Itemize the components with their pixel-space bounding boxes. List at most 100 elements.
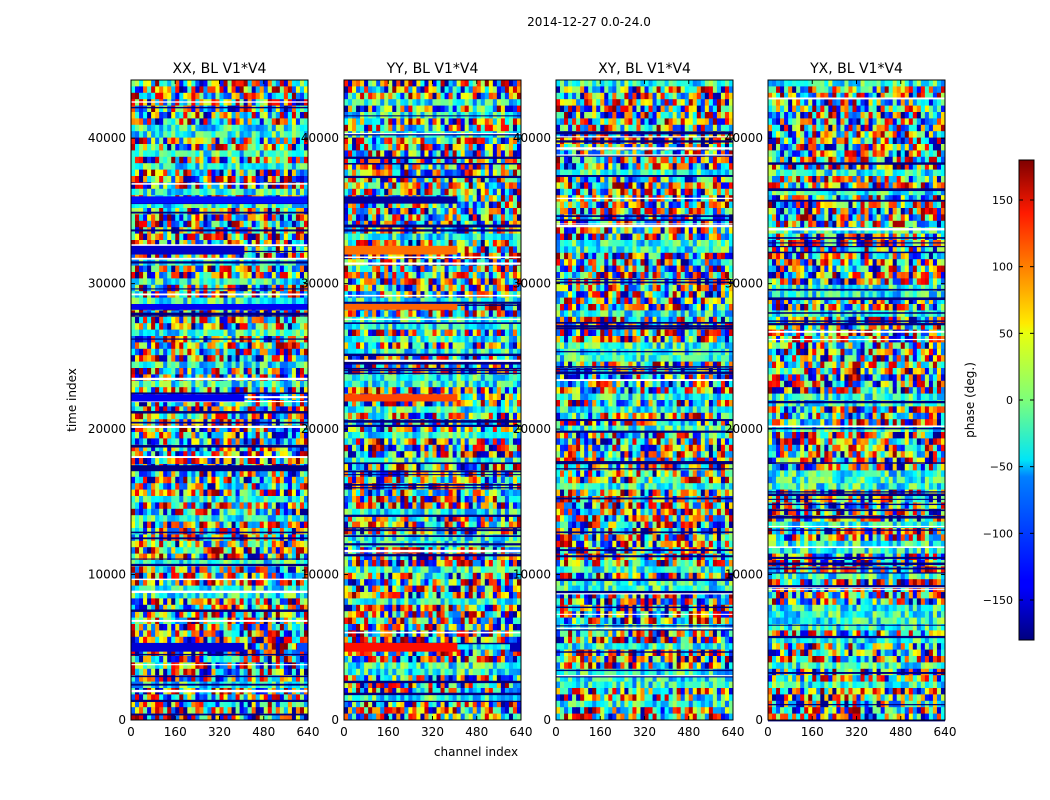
- phase-cell: [207, 438, 212, 446]
- phase-cell: [231, 188, 236, 196]
- phase-cell: [175, 86, 180, 94]
- phase-cell: [504, 144, 510, 151]
- phase-cell: [255, 489, 261, 497]
- phase-cell: [143, 240, 148, 247]
- phase-cell: [199, 92, 204, 100]
- phase-cell: [508, 92, 514, 100]
- phase-cell: [472, 118, 478, 126]
- phase-cell: [207, 144, 212, 151]
- phase-cell: [159, 444, 164, 452]
- phase-cell: [175, 515, 180, 522]
- phase-cell: [147, 240, 152, 247]
- phase-cell: [295, 528, 301, 535]
- phase-cell: [195, 572, 200, 580]
- phase-cell: [239, 470, 245, 478]
- phase-cell: [251, 137, 257, 145]
- phase-cell: [271, 169, 277, 177]
- phase-cell: [275, 470, 281, 478]
- phase-cell: [131, 316, 136, 324]
- phase-cell: [287, 451, 293, 458]
- phase-cell: [464, 124, 470, 132]
- phase-cell: [295, 220, 301, 228]
- phase-cell: [199, 483, 204, 490]
- phase-cell: [287, 476, 293, 484]
- phase-cell: [287, 540, 293, 548]
- phase-cell: [360, 86, 365, 94]
- phase-cell: [151, 182, 156, 190]
- phase-cell: [243, 432, 249, 439]
- phase-cell: [255, 412, 261, 420]
- phase-cell: [488, 86, 494, 94]
- phase-cell: [143, 278, 148, 286]
- phase-cell: [191, 432, 196, 439]
- phase-cell: [287, 406, 293, 414]
- phase-cell: [267, 246, 273, 254]
- phase-cell: [476, 86, 482, 94]
- phase-cell: [287, 457, 293, 465]
- phase-cell: [219, 105, 224, 113]
- phase-cell: [211, 515, 216, 522]
- phase-cell: [163, 80, 168, 87]
- phase-cell: [143, 252, 148, 260]
- phase-cell: [159, 630, 164, 638]
- phase-cell: [163, 272, 168, 279]
- phase-cell: [251, 105, 257, 113]
- phase-cell: [283, 547, 289, 554]
- phase-cell: [251, 284, 257, 292]
- phase-cell: [175, 662, 180, 670]
- phase-cell: [159, 508, 164, 516]
- phase-cell: [255, 265, 261, 273]
- phase-cell: [500, 105, 506, 113]
- phase-cell: [464, 118, 470, 126]
- phase-cell: [287, 624, 293, 631]
- phase-cell: [195, 144, 200, 151]
- phase-cell: [239, 163, 245, 170]
- phase-cell: [183, 470, 188, 478]
- phase-cell: [295, 649, 301, 657]
- phase-cell: [167, 297, 172, 305]
- phase-cell: [207, 515, 212, 522]
- phase-cell: [219, 92, 224, 100]
- phase-cell: [183, 604, 188, 612]
- phase-cell: [147, 265, 152, 273]
- phase-cell: [239, 425, 245, 433]
- phase-cell: [267, 342, 273, 350]
- phase-cell: [167, 131, 172, 138]
- phase-cell: [275, 624, 281, 631]
- phase-cell: [231, 284, 236, 292]
- phase-cell: [163, 342, 168, 350]
- phase-cell: [191, 604, 196, 612]
- phase-cell: [275, 649, 281, 657]
- phase-cell: [299, 547, 305, 554]
- phase-cell: [187, 342, 192, 350]
- phase-cell: [135, 406, 140, 414]
- phase-cell: [299, 489, 305, 497]
- phase-cell: [155, 630, 160, 638]
- phase-cell: [271, 630, 277, 638]
- phase-cell: [263, 214, 269, 222]
- phase-cell: [352, 80, 357, 87]
- phase-cell: [219, 316, 224, 324]
- phase-cell: [251, 636, 257, 644]
- phase-cell: [143, 598, 148, 606]
- phase-cell: [179, 630, 184, 638]
- phase-cell: [207, 425, 212, 433]
- phase-cell: [155, 163, 160, 170]
- phase-cell: [203, 80, 208, 87]
- phase-cell: [480, 99, 486, 106]
- phase-cell: [360, 99, 365, 106]
- phase-cell: [159, 329, 164, 337]
- phase-cell: [179, 176, 184, 183]
- phase-cell: [424, 86, 429, 94]
- phase-cell: [227, 496, 232, 503]
- phase-cell: [143, 137, 148, 145]
- phase-cell: [231, 214, 236, 222]
- phase-cell: [151, 630, 156, 638]
- phase-cell: [203, 425, 208, 433]
- phase-cell: [227, 342, 232, 350]
- phase-cell: [243, 457, 249, 465]
- phase-cell: [275, 656, 281, 663]
- phase-cell: [151, 560, 156, 567]
- phase-cell: [291, 438, 297, 446]
- phase-cell: [187, 131, 192, 138]
